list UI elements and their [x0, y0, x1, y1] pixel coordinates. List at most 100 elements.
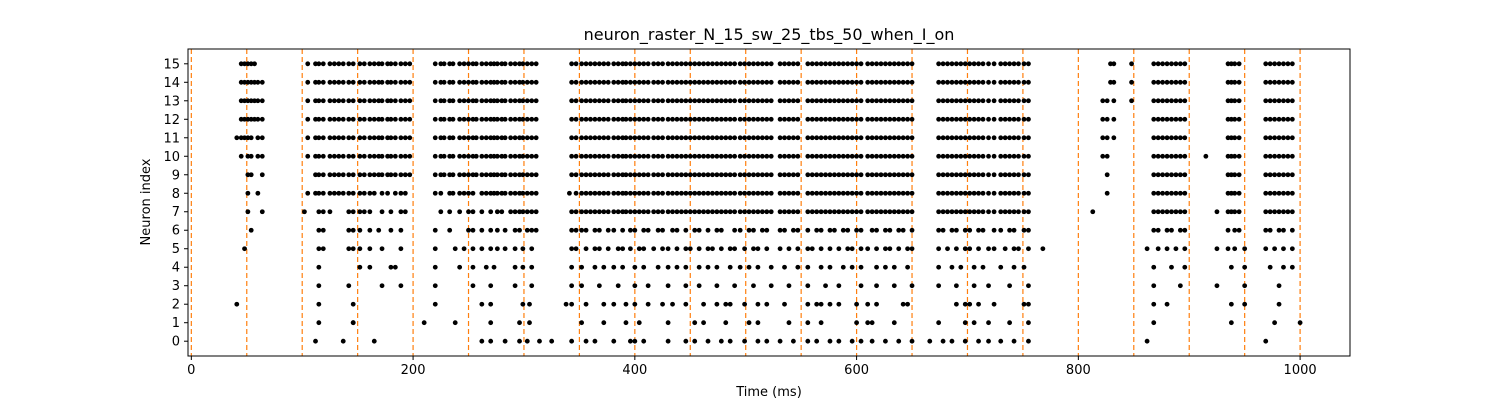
spike-point [1011, 116, 1017, 122]
spike-point [611, 116, 617, 122]
spike-point [790, 153, 796, 159]
spike-point [350, 301, 356, 307]
spike-point [986, 320, 991, 326]
spike-point [1021, 172, 1027, 178]
spike-point [641, 172, 647, 178]
neuron-row-14 [238, 79, 1295, 85]
spike-point [953, 190, 959, 196]
spike-point [665, 264, 671, 270]
spike-point [327, 153, 333, 159]
spike-point [962, 172, 968, 178]
spike-point [869, 338, 875, 344]
spike-point [865, 116, 871, 122]
spike-point [696, 153, 702, 159]
spike-point [259, 153, 265, 159]
spike-point [1225, 79, 1231, 85]
spike-point [980, 190, 986, 196]
spike-point [692, 320, 698, 326]
spike-point [1276, 135, 1282, 141]
spike-point [874, 227, 879, 233]
spike-point [891, 283, 897, 289]
spike-point [421, 320, 427, 326]
spike-point [592, 153, 598, 159]
spike-point [874, 61, 879, 67]
spike-point [945, 172, 950, 178]
spike-point [632, 135, 638, 141]
spike-point [1169, 190, 1174, 196]
spike-point [814, 190, 820, 196]
spike-point [1007, 283, 1013, 289]
spike-point [371, 338, 377, 344]
spike-point [755, 301, 761, 307]
spike-point [827, 79, 833, 85]
spike-point [714, 98, 720, 104]
spike-point [327, 209, 333, 215]
spike-point [379, 98, 385, 104]
spike-point [407, 172, 413, 178]
spike-point [710, 135, 715, 141]
spike-point [795, 264, 801, 270]
spike-point [953, 283, 959, 289]
spike-point [520, 98, 526, 104]
spike-point [636, 98, 642, 104]
y-axis-title: Neuron index [139, 158, 154, 245]
spike-point [615, 153, 621, 159]
spike-point [1026, 190, 1031, 196]
spike-point [764, 172, 770, 178]
spike-point [795, 153, 801, 159]
spike-point [874, 172, 879, 178]
spike-point [579, 320, 585, 326]
spike-point [632, 209, 638, 215]
spike-point [1267, 172, 1273, 178]
spike-point [900, 172, 906, 178]
spike-point [579, 116, 585, 122]
spike-point [645, 227, 651, 233]
spike-point [569, 209, 575, 215]
spike-point [909, 116, 915, 122]
spike-point [814, 135, 820, 141]
spike-point [517, 79, 522, 85]
spike-point [940, 116, 946, 122]
spike-point [479, 116, 485, 122]
spike-point [823, 153, 828, 159]
spike-point [732, 135, 738, 141]
spike-point [986, 153, 991, 159]
spike-point [823, 61, 828, 67]
spike-point [814, 116, 820, 122]
spike-point [865, 153, 871, 159]
spike-point [340, 190, 346, 196]
spike-point [398, 172, 404, 178]
spike-point [1169, 153, 1174, 159]
spike-point [371, 190, 377, 196]
spike-point [573, 98, 579, 104]
spike-point [755, 135, 761, 141]
spike-point [447, 98, 453, 104]
spike-point [714, 209, 720, 215]
spike-point [953, 98, 959, 104]
spike-point [998, 98, 1004, 104]
spike-point [823, 209, 828, 215]
spike-point [596, 116, 602, 122]
spike-point [909, 338, 915, 344]
spike-point [945, 79, 950, 85]
spike-point [402, 61, 408, 67]
spike-point [636, 172, 642, 178]
spike-point [350, 61, 356, 67]
spike-point [683, 301, 689, 307]
spike-point [967, 246, 973, 252]
spike-point [313, 338, 318, 344]
spike-point [883, 227, 888, 233]
spike-point [1182, 246, 1188, 252]
spike-point [441, 172, 447, 178]
spike-point [727, 190, 733, 196]
spike-point [840, 264, 846, 270]
spike-point [790, 61, 796, 67]
spike-point [874, 116, 879, 122]
spike-point [601, 135, 607, 141]
spike-point [512, 209, 518, 215]
spike-point [905, 264, 910, 270]
spike-point [533, 116, 539, 122]
spike-point [692, 190, 698, 196]
spike-point [483, 135, 489, 141]
spike-point [641, 61, 647, 67]
